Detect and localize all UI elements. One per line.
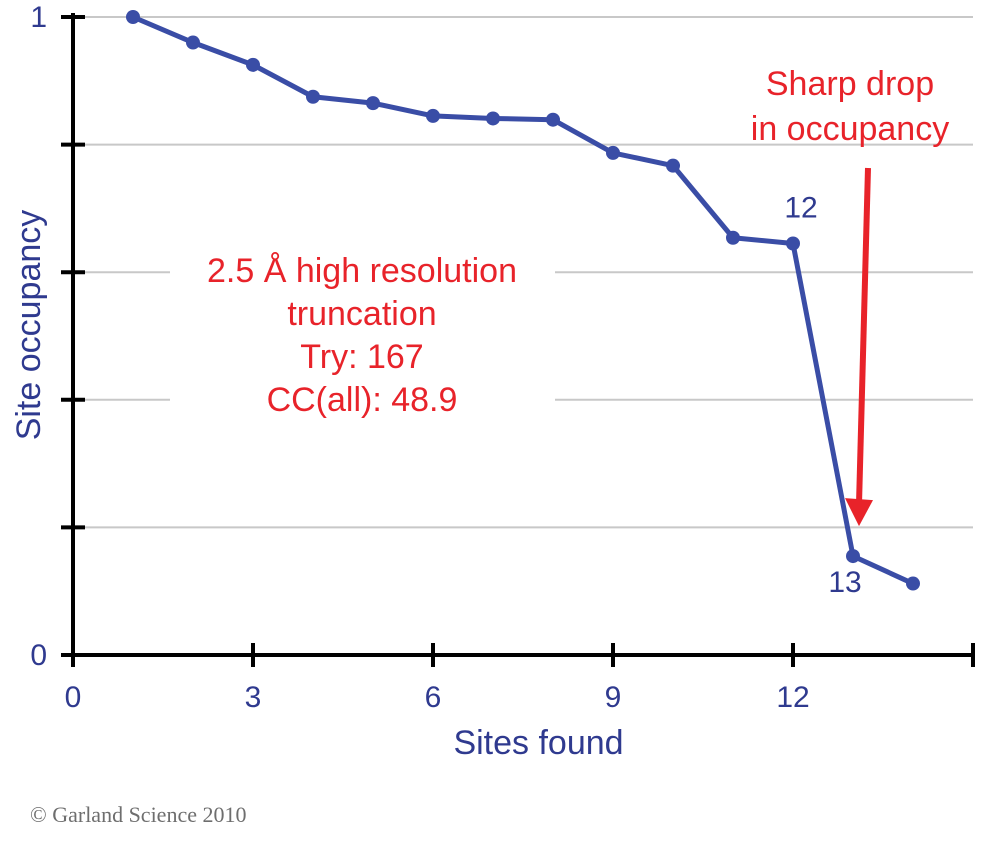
- y-tick-label: 0: [30, 639, 47, 672]
- point-label: 13: [828, 566, 861, 599]
- data-point: [366, 96, 380, 111]
- y-axis-title: Site occupancy: [10, 210, 48, 441]
- drop-arrow-shaft: [856, 167, 871, 505]
- x-tick-label: 0: [65, 681, 82, 714]
- data-point: [486, 111, 500, 126]
- drop-annotation-line: in occupancy: [751, 110, 949, 148]
- data-point: [606, 145, 620, 160]
- copyright-text: © Garland Science 2010: [30, 802, 247, 827]
- info-annotation-line: 2.5 Å high resolution: [207, 252, 517, 290]
- x-tick-label: 9: [605, 681, 622, 714]
- series-line: [132, 14, 915, 586]
- info-annotation-line: CC(all): 48.9: [267, 381, 458, 419]
- info-annotation-line: Try: 167: [300, 338, 423, 376]
- data-point: [726, 230, 740, 245]
- axes: [61, 13, 975, 667]
- info-annotation-background: [170, 240, 555, 440]
- x-axis-title: Sites found: [453, 724, 623, 762]
- info-annotation-line: truncation: [287, 295, 436, 333]
- data-point: [186, 35, 200, 50]
- x-tick-label: 3: [245, 681, 262, 714]
- y-tick-label: 1: [30, 1, 47, 34]
- data-point: [786, 236, 800, 251]
- point-label: 12: [784, 191, 817, 224]
- drop-arrow-head: [845, 498, 873, 527]
- data-series: [126, 10, 920, 591]
- data-point: [306, 89, 320, 104]
- data-point: [426, 108, 440, 123]
- annotations: 2.5 Å high resolution truncation Try: 167 C…: [207, 65, 949, 527]
- data-point: [666, 158, 680, 173]
- data-point: [246, 57, 260, 72]
- x-tick-label: 6: [425, 681, 442, 714]
- data-point: [846, 549, 860, 564]
- data-point: [126, 10, 140, 24]
- data-point: [906, 576, 920, 591]
- labels: 0 1 0 3 6 9 12 Sites found Site occupancy 12 13: [10, 1, 862, 762]
- x-tick-label: 12: [776, 681, 809, 714]
- data-point: [546, 112, 560, 127]
- drop-annotation-line: Sharp drop: [766, 65, 934, 103]
